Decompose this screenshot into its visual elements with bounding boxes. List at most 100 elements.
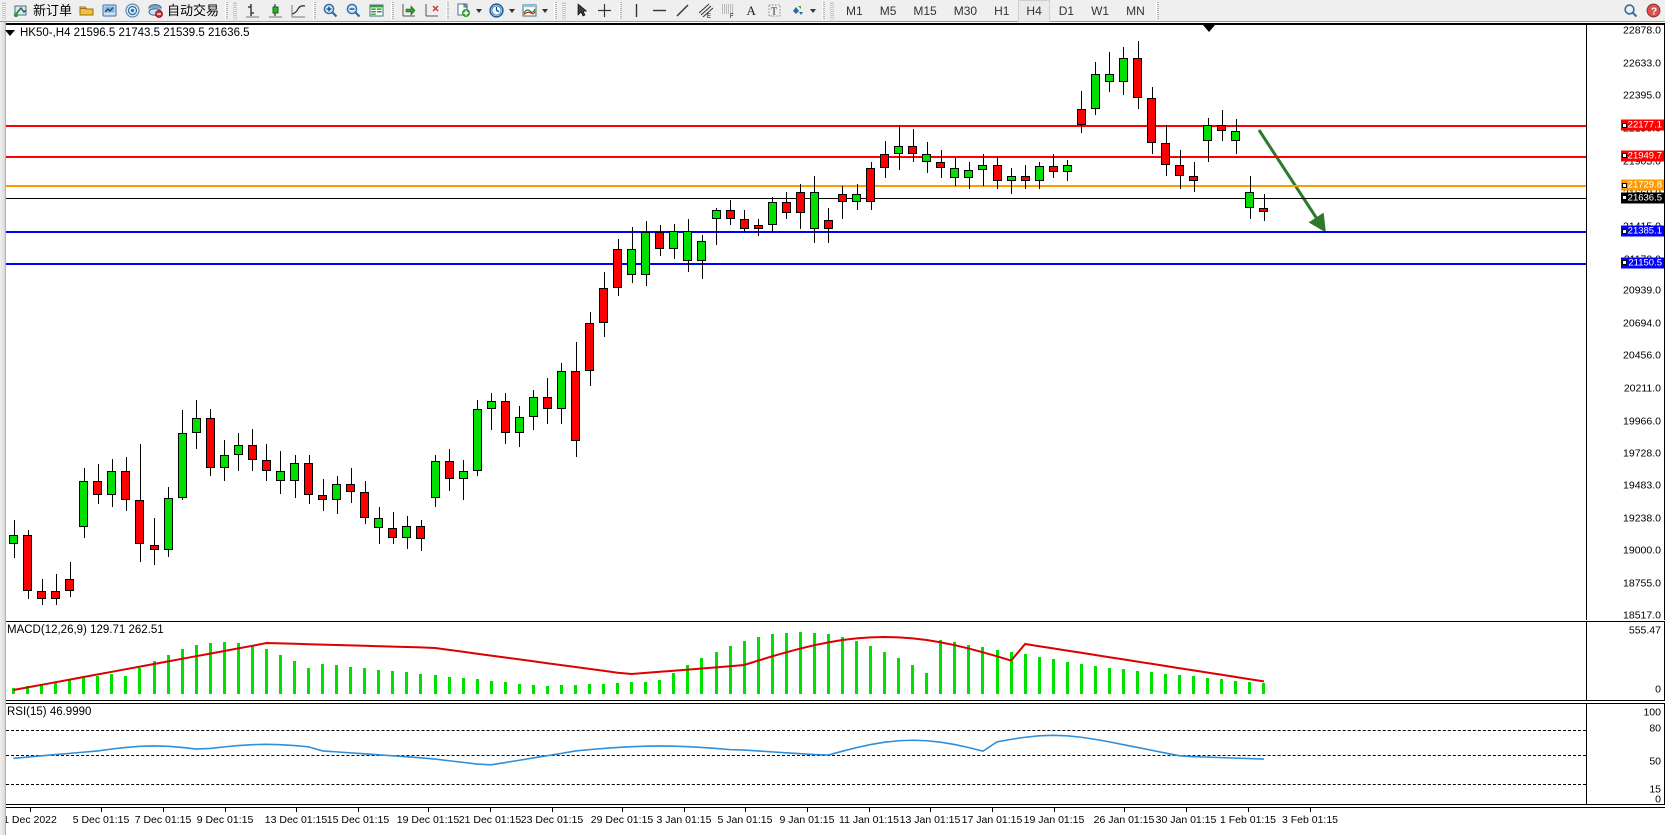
horizontal-line-button[interactable] bbox=[648, 1, 671, 21]
auto-scroll-icon bbox=[425, 4, 439, 17]
text-label-icon: A bbox=[747, 3, 757, 18]
equidistant-channel-button[interactable]: E bbox=[694, 1, 717, 21]
indicators-dropdown-arrow[interactable] bbox=[542, 8, 549, 13]
templates-button[interactable] bbox=[452, 1, 485, 21]
folder-button[interactable] bbox=[75, 1, 98, 21]
candlestick-chart-button[interactable] bbox=[264, 1, 287, 21]
toolbar-separator-8 bbox=[1155, 1, 1159, 20]
timeframe-mn[interactable]: MN bbox=[1126, 3, 1145, 18]
fibonacci-retracement-button[interactable]: F bbox=[717, 1, 740, 21]
rsi-pane[interactable]: RSI(15) 46.9990 100 80 50 15 0 bbox=[0, 703, 1665, 805]
level-handle-icon[interactable] bbox=[1621, 195, 1627, 201]
price-axis[interactable]: 22878.022633.022395.022150.021905.021660… bbox=[1586, 25, 1664, 621]
level-handle-icon[interactable] bbox=[1621, 122, 1627, 128]
new-order-button[interactable]: 新订单 bbox=[10, 1, 75, 21]
vertical-line-button[interactable] bbox=[625, 1, 648, 21]
macd-histogram-bar bbox=[405, 672, 409, 694]
text-label-button[interactable]: A bbox=[740, 1, 763, 21]
auto-trading-button[interactable]: 自动交易 bbox=[144, 1, 222, 21]
candle-bullish bbox=[9, 535, 18, 545]
level-line-support-1[interactable] bbox=[1, 231, 1586, 234]
timeframe-m5[interactable]: M5 bbox=[879, 3, 897, 18]
rsi-ylab-50: 50 bbox=[1649, 755, 1661, 768]
level-line-pivot[interactable] bbox=[1, 185, 1586, 188]
time-label-19: 1 Feb 01:15 bbox=[1219, 814, 1277, 826]
macd-histogram-bar bbox=[616, 683, 620, 694]
period-dropdown-arrow[interactable] bbox=[509, 8, 516, 13]
timeframe-m1[interactable]: M1 bbox=[846, 3, 863, 18]
auto-scroll-button[interactable] bbox=[420, 1, 443, 21]
candle-bullish bbox=[430, 461, 440, 498]
toolbar-grip[interactable] bbox=[2, 1, 6, 20]
rsi-ylab-0: 0 bbox=[1655, 793, 1661, 806]
text-box-button[interactable]: T bbox=[763, 1, 786, 21]
level-line-resistance-1[interactable] bbox=[1, 125, 1586, 128]
candle-bearish bbox=[1217, 124, 1227, 132]
indicators-button[interactable] bbox=[518, 1, 551, 21]
crosshair-marker-icon bbox=[1203, 25, 1216, 32]
search-button[interactable] bbox=[1619, 1, 1642, 21]
timeframe-m30[interactable]: M30 bbox=[953, 3, 978, 18]
shapes-dropdown-arrow[interactable] bbox=[810, 8, 817, 13]
help-button[interactable]: ? bbox=[1642, 1, 1665, 21]
price-pane[interactable]: HK50-,H4 21596.5 21743.5 21539.5 21636.5… bbox=[0, 23, 1665, 621]
timeframe-m15[interactable]: M15 bbox=[913, 3, 937, 18]
time-label-10: 3 Jan 01:15 bbox=[656, 814, 712, 826]
candle-bullish bbox=[163, 497, 173, 550]
timeframe-h1[interactable]: H1 bbox=[994, 3, 1010, 18]
zoom-in-button[interactable] bbox=[319, 1, 342, 21]
level-handle-icon[interactable] bbox=[1621, 228, 1627, 234]
timeframe-grip[interactable] bbox=[830, 1, 835, 20]
period-button[interactable] bbox=[485, 1, 518, 21]
chart-shift-button[interactable] bbox=[397, 1, 420, 21]
signal-button[interactable] bbox=[121, 1, 144, 21]
time-tick bbox=[163, 808, 164, 812]
templates-dropdown-arrow[interactable] bbox=[476, 8, 483, 13]
time-label-13: 11 Jan 01:15 bbox=[839, 814, 899, 826]
shapes-icon bbox=[793, 6, 804, 15]
macd-histogram-bar bbox=[152, 661, 156, 694]
shapes-button[interactable] bbox=[786, 1, 819, 21]
candle-bullish bbox=[922, 154, 932, 163]
bar-chart-button[interactable] bbox=[241, 1, 264, 21]
rsi-ylab-80: 80 bbox=[1649, 722, 1661, 735]
level-tag-current-price[interactable]: 21636.5 bbox=[1620, 192, 1664, 204]
macd-histogram-bar bbox=[166, 654, 170, 694]
level-tag-resistance-2[interactable]: 21949.7 bbox=[1620, 150, 1664, 162]
chart-area[interactable]: HK50-,H4 21596.5 21743.5 21539.5 21636.5… bbox=[0, 22, 1665, 835]
time-label-6: 19 Dec 01:15 bbox=[396, 814, 460, 826]
price-plot[interactable] bbox=[1, 25, 1586, 620]
macd-histogram-bar bbox=[1037, 656, 1041, 694]
level-tag-support-1[interactable]: 21385.1 bbox=[1620, 225, 1664, 237]
level-handle-icon[interactable] bbox=[1621, 153, 1627, 159]
trendline-button[interactable] bbox=[671, 1, 694, 21]
cursor-button[interactable] bbox=[570, 1, 593, 21]
timeframe-w1[interactable]: W1 bbox=[1091, 3, 1110, 18]
candle-bearish bbox=[1020, 175, 1030, 181]
line-studies-grip[interactable] bbox=[562, 1, 567, 20]
line-chart-button[interactable] bbox=[287, 1, 310, 21]
chart-toolbar-grip[interactable] bbox=[233, 1, 238, 20]
level-line-resistance-2[interactable] bbox=[1, 155, 1586, 158]
terminal-button[interactable] bbox=[98, 1, 121, 21]
macd-pane[interactable]: MACD(12,26,9) 129.71 262.51 555.47 0 bbox=[0, 621, 1665, 701]
data-window-button[interactable] bbox=[365, 1, 388, 21]
chart-menu-triangle-icon[interactable] bbox=[5, 30, 15, 36]
timeframe-d1[interactable]: D1 bbox=[1058, 3, 1075, 18]
level-line-current-price[interactable] bbox=[1, 197, 1586, 199]
auto-trading-icon bbox=[148, 4, 163, 18]
time-axis[interactable]: 1 Dec 2022 5 Dec 01:15 7 Dec 01:15 9 Dec 01… bbox=[0, 807, 1665, 835]
level-handle-icon[interactable] bbox=[1621, 182, 1627, 188]
level-tag-pivot[interactable]: 21729.8 bbox=[1620, 179, 1664, 191]
timeframe-h4[interactable]: H4 bbox=[1018, 0, 1050, 22]
level-line-support-2[interactable] bbox=[1, 262, 1586, 265]
level-tag-resistance-1[interactable]: 22177.1 bbox=[1620, 119, 1664, 131]
vertical-line-icon bbox=[635, 4, 638, 17]
zoom-out-button[interactable] bbox=[342, 1, 365, 21]
level-handle-icon[interactable] bbox=[1622, 260, 1628, 266]
time-tick bbox=[869, 808, 870, 812]
macd-axis: 555.47 0 bbox=[1586, 622, 1664, 700]
crosshair-button[interactable] bbox=[593, 1, 616, 21]
level-tag-support-2[interactable]: 21150.5 bbox=[1621, 257, 1664, 269]
candle-bullish bbox=[79, 481, 89, 528]
